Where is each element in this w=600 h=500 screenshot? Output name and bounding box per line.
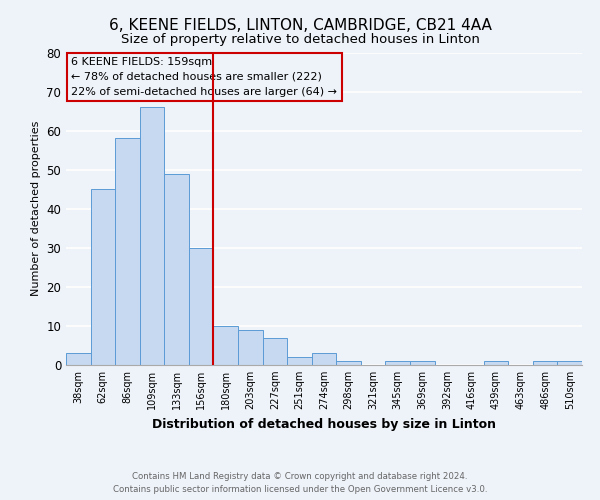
Bar [287, 357, 312, 365]
Bar [140, 107, 164, 365]
Text: Contains HM Land Registry data © Crown copyright and database right 2024.
Contai: Contains HM Land Registry data © Crown c… [113, 472, 487, 494]
Bar [214, 326, 238, 365]
Bar [238, 330, 263, 365]
Bar [164, 174, 189, 365]
Bar [189, 248, 214, 365]
Text: 6, KEENE FIELDS, LINTON, CAMBRIDGE, CB21 4AA: 6, KEENE FIELDS, LINTON, CAMBRIDGE, CB21… [109, 18, 491, 32]
Bar [336, 361, 361, 365]
Bar [484, 361, 508, 365]
Y-axis label: Number of detached properties: Number of detached properties [31, 121, 41, 296]
Bar [410, 361, 434, 365]
Bar [66, 354, 91, 365]
Bar [91, 189, 115, 365]
Bar [533, 361, 557, 365]
X-axis label: Distribution of detached houses by size in Linton: Distribution of detached houses by size … [152, 418, 496, 430]
Bar [115, 138, 140, 365]
Text: Size of property relative to detached houses in Linton: Size of property relative to detached ho… [121, 32, 479, 46]
Bar [263, 338, 287, 365]
Bar [312, 354, 336, 365]
Bar [557, 361, 582, 365]
Bar [385, 361, 410, 365]
Text: 6 KEENE FIELDS: 159sqm
← 78% of detached houses are smaller (222)
22% of semi-de: 6 KEENE FIELDS: 159sqm ← 78% of detached… [71, 57, 337, 97]
